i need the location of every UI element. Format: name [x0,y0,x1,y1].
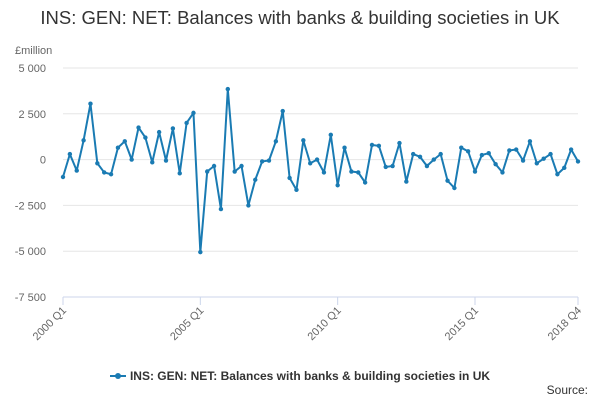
data-point [514,147,519,152]
source-label: Source: [546,383,588,397]
data-point [472,169,478,174]
data-point [362,180,368,185]
data-point [81,138,86,143]
data-point [143,135,148,140]
data-point [88,101,93,106]
x-tick-label: 2000 Q1 [31,305,69,343]
data-point [232,169,237,174]
y-tick-label: -5 000 [15,246,46,258]
data-point [122,139,128,144]
data-point [246,203,251,208]
y-tick-label: -7 500 [15,292,46,304]
y-tick-label: -2 500 [15,200,46,212]
data-point [136,125,141,130]
data-point [507,148,512,153]
data-point [534,161,539,166]
data-point [568,147,574,152]
data-point [335,183,340,188]
data-point [191,110,196,116]
data-point [575,159,581,164]
data-point [170,126,176,131]
data-point [74,168,79,173]
data-point [156,129,162,135]
data-point [397,140,402,146]
data-point [67,151,73,157]
x-tick-label: 2010 Q1 [305,305,343,343]
data-point [493,161,498,167]
data-point [129,157,134,162]
data-point [438,151,443,157]
chart-title: INS: GEN: NET: Balances with banks & bui… [40,7,560,28]
series-line [62,88,579,254]
data-point [259,159,265,164]
data-point [95,161,100,166]
data-point [459,145,464,150]
data-point [479,152,485,158]
data-point [541,156,546,161]
y-axis-unit-label: £million [15,45,53,57]
data-point [301,138,306,143]
data-point [445,178,450,183]
data-point [287,175,292,181]
data-point [548,151,553,157]
data-point [150,160,155,165]
data-point [465,149,471,154]
legend-label: INS: GEN: NET: Balances with banks & bui… [129,369,491,383]
data-point [225,86,230,92]
data-point [452,185,457,191]
data-point [198,249,203,255]
data-point [218,206,224,212]
data-point [349,169,354,174]
data-point [500,170,505,175]
data-point [115,145,121,150]
data-point [253,177,258,182]
data-point [321,170,327,175]
data-point [266,158,272,163]
data-point [411,151,416,157]
data-point [273,139,279,144]
data-point [163,158,169,163]
legend-line-marker-icon [109,373,126,379]
data-point [314,157,320,162]
data-point [404,179,409,184]
data-point [369,142,375,148]
data-point [102,170,107,175]
data-point [280,108,285,114]
data-point [376,143,382,149]
data-point [527,139,533,144]
x-tick-label: 2018 Q4 [546,305,584,343]
data-point [205,169,210,174]
data-point [184,120,189,126]
y-tick-label: 5 000 [18,63,46,75]
data-point [520,158,526,163]
data-point [486,150,491,156]
legend[interactable]: INS: GEN: NET: Balances with banks & bui… [0,366,600,383]
data-point [342,145,347,150]
data-point [211,163,217,169]
data-point [108,172,114,177]
data-point [328,132,333,138]
data-point [356,170,361,175]
data-point [562,165,567,171]
data-point [424,163,430,169]
legend-item[interactable]: INS: GEN: NET: Balances with banks & bui… [109,369,491,383]
data-point [177,171,182,176]
x-tick-label: 2015 Q1 [443,305,481,343]
x-tick-label: 2005 Q1 [168,305,206,343]
y-tick-label: 2 500 [18,109,46,121]
data-point [308,161,313,166]
data-point [294,187,299,193]
data-point [431,157,436,162]
data-point [239,163,244,169]
data-point [555,172,560,177]
data-point [390,163,395,169]
data-point [417,154,423,160]
y-tick-label: 0 [40,155,46,167]
data-point [383,164,388,170]
data-point [60,174,66,180]
